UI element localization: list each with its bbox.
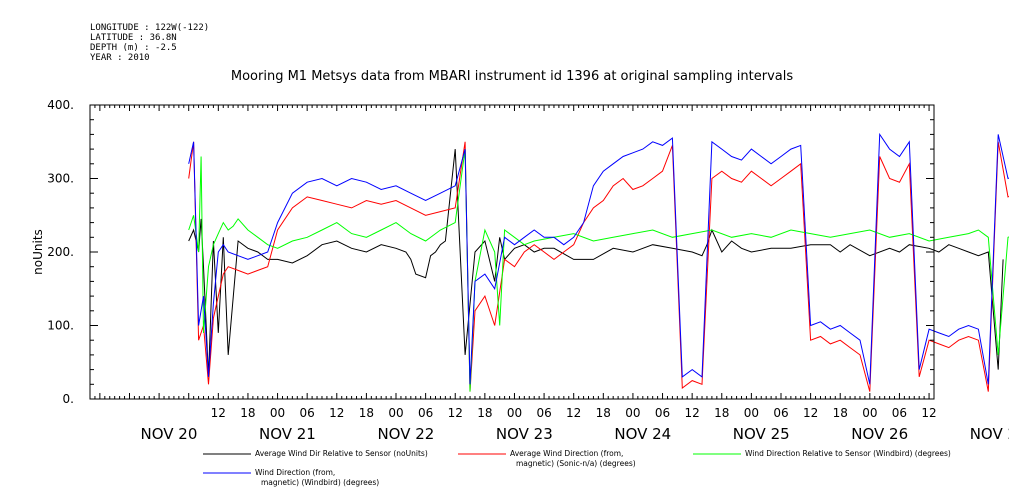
legend-label: Wind Direction (from, bbox=[255, 468, 335, 477]
y-axis-label: noUnits bbox=[31, 229, 45, 275]
x-tick-label: 12 bbox=[448, 406, 463, 420]
x-tick-label: 12 bbox=[211, 406, 226, 420]
series-line-2 bbox=[188, 141, 1009, 392]
x-tick-label: 18 bbox=[714, 406, 729, 420]
series-line-3 bbox=[188, 149, 1009, 392]
series-line-4 bbox=[188, 132, 1009, 385]
x-tick-label: 06 bbox=[300, 406, 315, 420]
x-tick-label: 12 bbox=[566, 406, 581, 420]
x-tick-label: 00 bbox=[388, 406, 403, 420]
x-day-label: NOV 27 bbox=[970, 425, 1009, 443]
x-day-label: NOV 23 bbox=[496, 425, 553, 443]
legend-label: magnetic) (Windbird) (degrees) bbox=[261, 478, 379, 487]
x-tick-label: 06 bbox=[536, 406, 551, 420]
x-tick-label: 06 bbox=[892, 406, 907, 420]
x-tick-label: 18 bbox=[596, 406, 611, 420]
x-tick-label: 06 bbox=[773, 406, 788, 420]
legend-label: Average Wind Dir Relative to Sensor (noU… bbox=[255, 449, 428, 458]
x-tick-label: 12 bbox=[329, 406, 344, 420]
legend-label: magnetic) (Sonic-n/a) (degrees) bbox=[516, 459, 636, 468]
x-day-label: NOV 20 bbox=[141, 425, 198, 443]
x-tick-label: 18 bbox=[833, 406, 848, 420]
x-tick-label: 00 bbox=[862, 406, 877, 420]
legend-label: Average Wind Direction (from, bbox=[510, 449, 623, 458]
x-tick-label: 00 bbox=[744, 406, 759, 420]
x-tick-label: 06 bbox=[418, 406, 433, 420]
x-tick-label: 12 bbox=[685, 406, 700, 420]
x-day-label: NOV 25 bbox=[733, 425, 790, 443]
x-day-label: NOV 21 bbox=[259, 425, 316, 443]
y-tick-label: 200. bbox=[47, 245, 74, 259]
plot-frame bbox=[89, 104, 935, 400]
y-tick-label: 400. bbox=[47, 98, 74, 112]
x-tick-label: 18 bbox=[477, 406, 492, 420]
longitude-label: LONGITUDE : 122W(-122) bbox=[90, 23, 209, 33]
legend-label: Wind Direction Relative to Sensor (Windb… bbox=[745, 449, 951, 458]
x-tick-label: 18 bbox=[240, 406, 255, 420]
x-tick-label: 00 bbox=[507, 406, 522, 420]
latitude-label: LATITUDE : 36.8N bbox=[90, 33, 177, 43]
x-day-label: NOV 22 bbox=[377, 425, 434, 443]
y-tick-label: 0. bbox=[63, 392, 74, 406]
depth-label: DEPTH (m) : -2.5 bbox=[90, 43, 177, 53]
x-tick-label: 12 bbox=[803, 406, 818, 420]
series-layer bbox=[188, 132, 1009, 392]
series-line-1 bbox=[188, 149, 1004, 377]
x-tick-label: 06 bbox=[655, 406, 670, 420]
x-tick-label: 18 bbox=[359, 406, 374, 420]
x-tick-label: 00 bbox=[270, 406, 285, 420]
y-tick-label: 100. bbox=[47, 319, 74, 333]
axes-layer: 0. 100. 200. 300. 400. 12 18 00 06 12 18 00 06 12 18 00… bbox=[47, 98, 1009, 443]
legend-layer: Average Wind Dir Relative to Sensor (noU… bbox=[203, 449, 951, 487]
y-tick-label: 300. bbox=[47, 172, 74, 186]
x-day-label: NOV 26 bbox=[851, 425, 908, 443]
x-day-label: NOV 24 bbox=[614, 425, 671, 443]
x-tick-label: 12 bbox=[921, 406, 936, 420]
x-tick-label: 00 bbox=[625, 406, 640, 420]
chart-title: Mooring M1 Metsys data from MBARI instru… bbox=[231, 69, 793, 84]
year-label: YEAR : 2010 bbox=[90, 53, 150, 63]
